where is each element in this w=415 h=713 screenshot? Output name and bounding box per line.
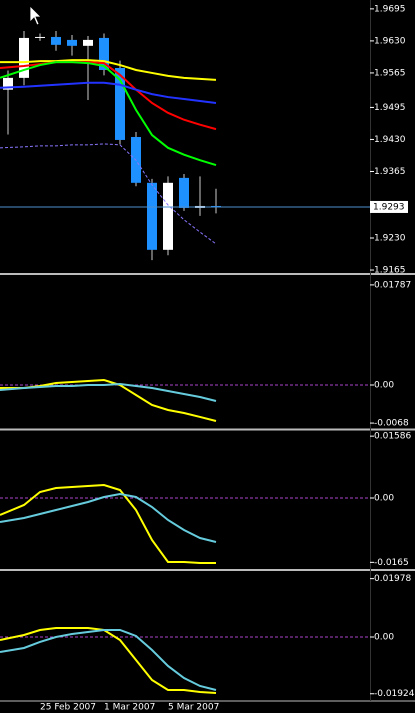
y-tick-label: 1.9695: [374, 4, 406, 14]
y-tick-label: -0.0068: [374, 419, 409, 429]
candle-body: [99, 37, 109, 70]
y-tick-label: 1.9495: [374, 103, 406, 113]
series-line: [0, 61, 217, 167]
series-line: [0, 626, 217, 694]
candle-body: [19, 37, 29, 78]
y-tick-label: 1.9365: [374, 167, 406, 177]
candle-body: [179, 177, 189, 208]
candle-body: [35, 36, 45, 38]
series-line: [0, 143, 217, 245]
y-tick-label: 0.00: [374, 493, 394, 503]
y-tick-label: 1.9430: [374, 135, 406, 145]
y-tick-label: -0.0165: [374, 558, 409, 568]
candle-body: [147, 182, 157, 250]
y-tick-label: 1.9230: [374, 234, 406, 244]
series-line: [0, 484, 216, 565]
x-tick-label: 5 Mar 2007: [168, 703, 219, 713]
series-line: [0, 59, 217, 81]
y-tick-label: 1.9630: [374, 36, 406, 46]
x-tick-label: 1 Mar 2007: [104, 703, 155, 713]
cursor: [29, 5, 42, 26]
y-tick-label: 0.01787: [374, 280, 411, 290]
candle-body: [3, 77, 13, 90]
series-line: [0, 492, 217, 543]
series-line: [0, 378, 217, 422]
candle-body: [163, 182, 173, 250]
y-tick-label: 1.9565: [374, 68, 406, 78]
y-tick-label: 0.01586: [374, 432, 411, 442]
y-tick-label: 0.00: [374, 632, 394, 642]
y-tick-label: 0.00: [374, 380, 394, 390]
series-line: [0, 382, 217, 402]
y-tick-label: 1.9165: [374, 266, 406, 276]
series-line: [0, 628, 217, 691]
price-box: [370, 200, 408, 213]
series-line: [0, 81, 217, 104]
x-tick-label: 25 Feb 2007: [40, 703, 96, 713]
y-tick-label: 0.01978: [374, 574, 411, 584]
candle-body: [67, 39, 77, 46]
y-tick-label: -0.01924: [374, 689, 415, 699]
candle-body: [83, 39, 93, 46]
price-label: 1.9293: [373, 202, 405, 212]
series-line: [0, 61, 217, 131]
candle-body: [51, 36, 61, 45]
candle-body: [115, 68, 125, 140]
